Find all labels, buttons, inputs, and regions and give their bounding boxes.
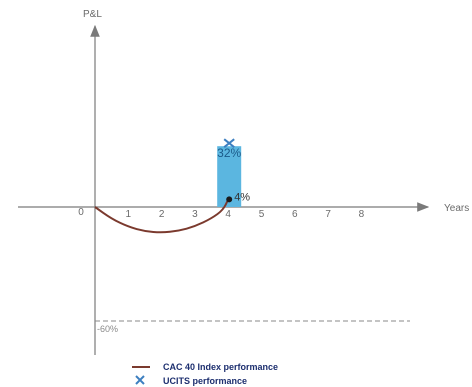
x-axis-title: Years — [444, 203, 469, 214]
end-point — [226, 196, 233, 203]
legend-x-swatch — [135, 375, 145, 385]
y-axis-title: P&L — [83, 9, 102, 20]
x-tick-label: 5 — [259, 209, 265, 220]
x-tick-label: 2 — [159, 209, 165, 220]
legend-label-cac40: CAC 40 Index performance — [163, 362, 278, 372]
x-tick-label: 4 — [225, 209, 231, 220]
ucits-bar-label: 32% — [217, 146, 241, 160]
x-tick-label: 1 — [126, 209, 132, 220]
ucits-x-marker — [223, 138, 235, 148]
x-tick-label: 0 — [78, 207, 84, 218]
legend: CAC 40 Index performance UCITS performan… — [132, 362, 278, 386]
x-tick-label: 3 — [192, 209, 198, 220]
legend-label-ucits: UCITS performance — [163, 376, 247, 386]
x-tick-label: 8 — [359, 209, 365, 220]
x-ticks: 0 1 2 3 4 5 6 7 8 — [78, 207, 364, 220]
x-tick-label: 6 — [292, 209, 298, 220]
cac40-line — [94, 198, 230, 234]
end-point-label: 4% — [234, 191, 250, 203]
reference-line-label: -60% — [97, 324, 118, 334]
x-tick-label: 7 — [325, 209, 331, 220]
